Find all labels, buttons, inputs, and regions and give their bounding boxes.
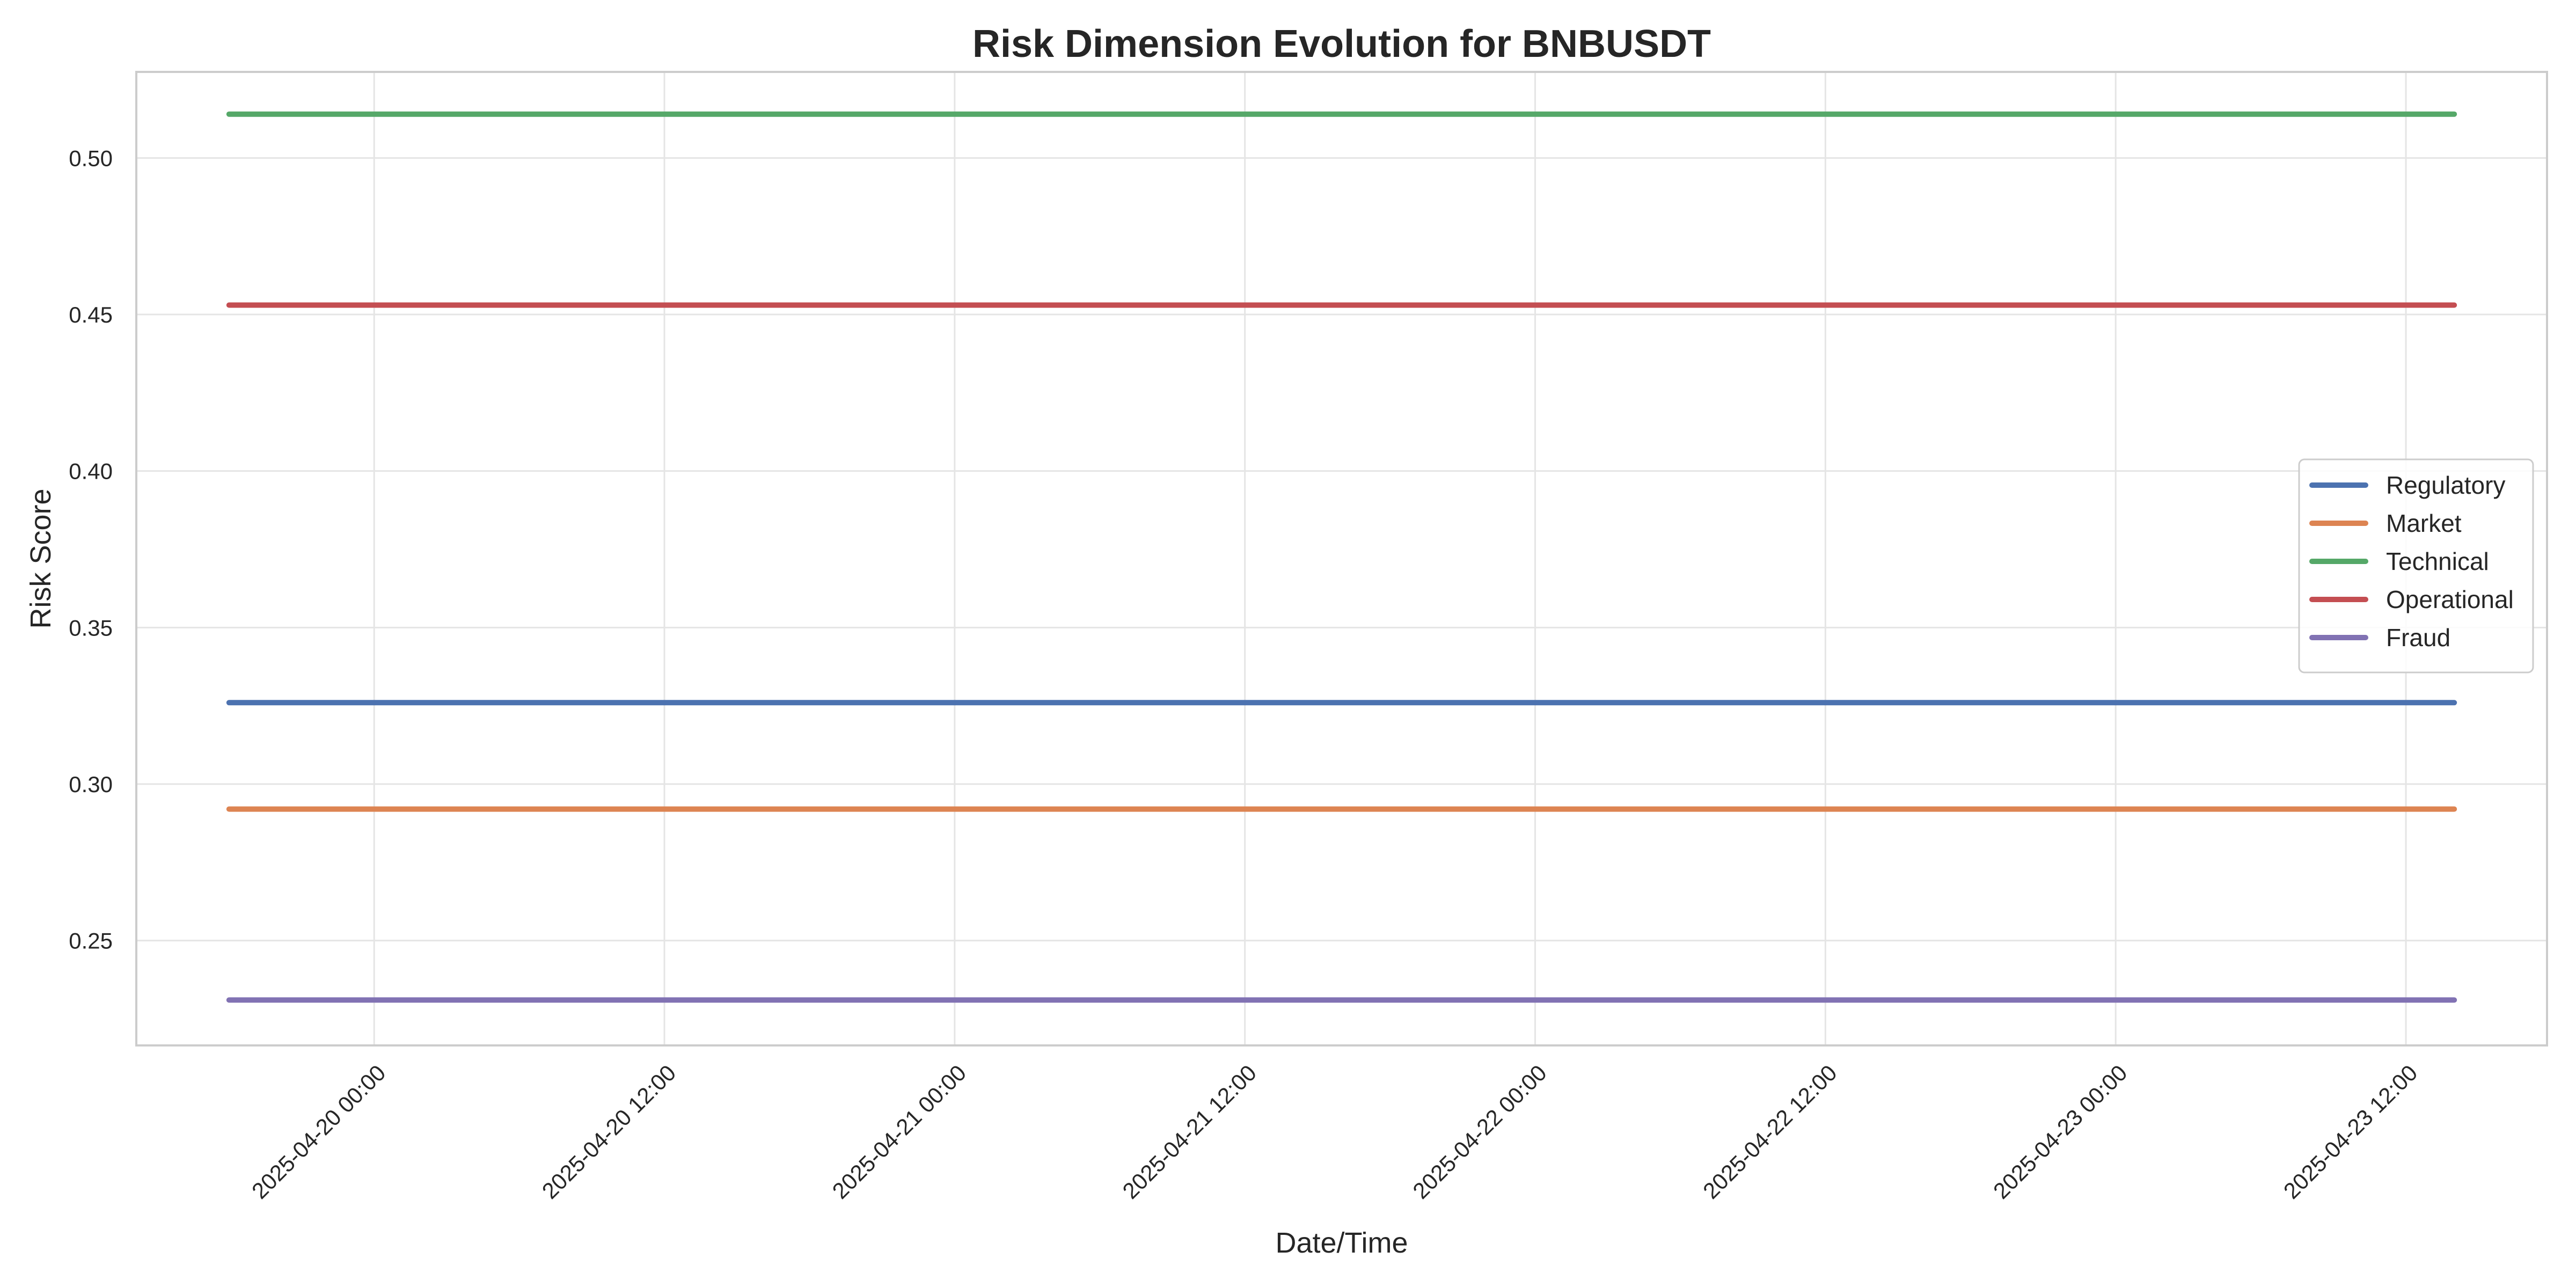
- y-tick-label: 0.30: [69, 772, 113, 797]
- series-lines: [226, 111, 2457, 1003]
- legend-label: Operational: [2386, 586, 2514, 613]
- y-tick-label: 0.25: [69, 928, 113, 954]
- legend-label: Regulatory: [2386, 471, 2505, 499]
- legend: Regulatory Market Technical Operational Frau…: [2298, 458, 2534, 674]
- x-tick-label: 2025-04-22 00:00: [1408, 1060, 1552, 1204]
- y-axis-ticks: 0.25 0.30 0.35 0.40 0.45 0.50: [69, 145, 113, 953]
- x-tick-label: 2025-04-20 00:00: [247, 1060, 391, 1204]
- plot-area-frame: [135, 71, 2548, 1046]
- x-tick-label: 2025-04-22 12:00: [1698, 1060, 1842, 1204]
- y-tick-label: 0.45: [69, 302, 113, 327]
- legend-label: Fraud: [2386, 624, 2450, 652]
- legend-label: Technical: [2386, 547, 2489, 575]
- y-axis-label: Risk Score: [25, 488, 57, 628]
- x-tick-label: 2025-04-21 00:00: [828, 1060, 971, 1204]
- x-tick-label: 2025-04-23 12:00: [2279, 1060, 2423, 1204]
- legend-frame: [2298, 458, 2534, 674]
- y-tick-label: 0.35: [69, 615, 113, 640]
- legend-label: Market: [2386, 509, 2462, 537]
- x-tick-label: 2025-04-23 00:00: [1988, 1060, 2132, 1204]
- grid-lines: [136, 72, 2547, 1045]
- chart-title: Risk Dimension Evolution for BNBUSDT: [972, 23, 1711, 65]
- y-tick-label: 0.40: [69, 459, 113, 484]
- x-tick-label: 2025-04-20 12:00: [537, 1060, 681, 1204]
- x-tick-label: 2025-04-21 12:00: [1117, 1060, 1261, 1204]
- x-axis-label: Date/Time: [1275, 1227, 1408, 1259]
- y-tick-label: 0.50: [69, 145, 113, 171]
- x-axis-ticks: 2025-04-20 00:00 2025-04-20 12:00 2025-04-…: [247, 1060, 2423, 1204]
